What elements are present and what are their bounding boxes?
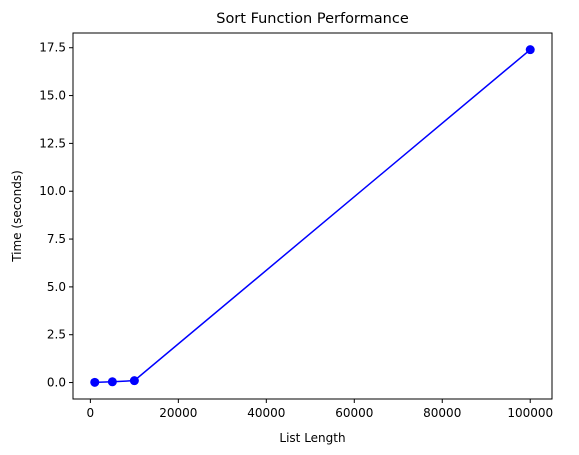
x-tick-label: 100000 xyxy=(507,406,553,420)
x-tick-label: 80000 xyxy=(423,406,461,420)
series-group xyxy=(90,45,535,387)
x-axis-label: List Length xyxy=(279,431,345,445)
y-tick-label: 2.5 xyxy=(47,328,66,342)
data-point xyxy=(129,376,139,386)
y-tick-label: 7.5 xyxy=(47,232,66,246)
x-tick-label: 60000 xyxy=(335,406,373,420)
chart-title: Sort Function Performance xyxy=(216,11,409,27)
data-point xyxy=(107,377,117,387)
x-tick-label: 20000 xyxy=(159,406,197,420)
series-line xyxy=(94,49,531,384)
plot-area xyxy=(72,32,553,400)
y-tick-label: 12.5 xyxy=(39,136,66,150)
x-tick-label: 0 xyxy=(87,406,95,420)
x-axis-ticks: 0 20000 40000 60000 80000 100000 xyxy=(87,399,553,420)
data-point xyxy=(90,377,100,387)
x-tick-label: 40000 xyxy=(247,406,285,420)
y-axis-ticks: 0.0 2.5 5.0 7.5 10.0 12.5 15.0 17.5 xyxy=(39,41,73,390)
data-point xyxy=(525,45,535,55)
y-tick-label: 17.5 xyxy=(39,41,66,55)
y-axis-label: Time (seconds) xyxy=(10,170,24,263)
y-tick-label: 15.0 xyxy=(39,89,66,103)
y-tick-label: 5.0 xyxy=(47,280,66,294)
y-tick-label: 0.0 xyxy=(47,376,66,390)
y-tick-label: 10.0 xyxy=(39,184,66,198)
